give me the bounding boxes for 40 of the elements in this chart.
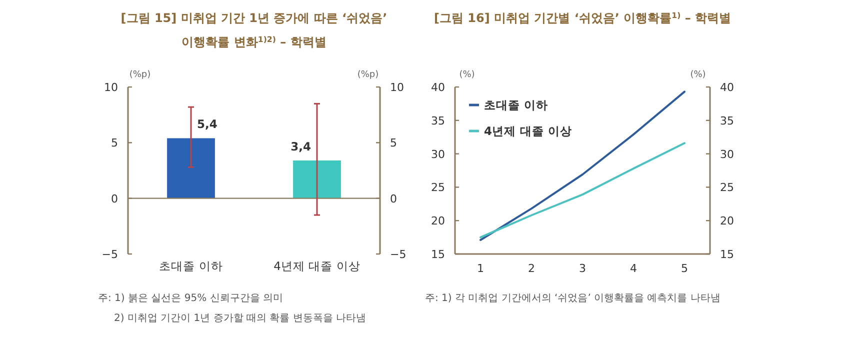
data-label: 5,4: [197, 117, 218, 132]
y2-axis-title: (%p): [357, 70, 379, 80]
title: [그림 16] 미취업 기간별 ‘쉬었음’ 이행확률$^{1)}$ – 학력별: [434, 10, 732, 25]
x-tick-label: 5: [681, 262, 688, 275]
y-tick-label: 5: [111, 136, 118, 150]
legend-label: 초대졸 이하: [484, 98, 548, 112]
x-tick-label: 2: [528, 262, 535, 275]
x-tick-label: 초대졸 이하: [159, 259, 223, 273]
text: 주: 1) 각 미취업 기간에서의 ‘쉬었음’ 이행확률을 예측치를 나타냄: [425, 293, 720, 304]
y2-axis-title: (%): [690, 70, 706, 80]
legend-label: 4년제 대졸 이상: [484, 124, 572, 138]
x-tick-label: 4년제 대졸 이상: [274, 259, 360, 273]
y-axis-title: (%p): [129, 70, 151, 80]
title: [그림 15] 미취업 기간 1년 증가에 따른 ‘쉬었음’ 이행확률 변화$^{1)2)}$ – 학력별: [120, 11, 388, 49]
text: 주: 1) 붉은 실선은 95% 신뢰구간을 의미: [98, 293, 283, 304]
y2-tick-label: 25: [720, 181, 734, 194]
y2-tick-label: 10: [390, 81, 404, 94]
y2-tick-label: 30: [720, 148, 734, 161]
y-tick-label: 0: [111, 192, 118, 206]
y2-tick-label: 15: [720, 248, 734, 261]
y2-tick-label: 20: [720, 214, 734, 228]
y2-tick-label: 0: [390, 192, 397, 206]
y2-tick-label: 5: [390, 136, 397, 150]
y-tick-label: 15: [431, 248, 445, 261]
x-tick-label: 3: [579, 262, 586, 275]
y-tick-label: 40: [431, 81, 445, 94]
text: 2) 미취업 기간이 1년 증가할 때의 확률 변동폭을 나타냄: [114, 313, 366, 324]
y-tick-label: −5: [102, 248, 118, 261]
y2-tick-label: 40: [720, 81, 734, 94]
y-tick-label: 10: [104, 81, 118, 94]
y-axis-title: (%): [459, 70, 475, 80]
y2-tick-label: 35: [720, 114, 734, 128]
y-tick-label: 20: [431, 214, 445, 228]
y-tick-label: 35: [431, 114, 445, 128]
y-tick-label: 30: [431, 148, 445, 161]
data-label: 3,4: [290, 139, 311, 154]
x-tick-label: 4: [630, 262, 637, 275]
y2-tick-label: −5: [390, 248, 406, 261]
y-tick-label: 25: [431, 181, 445, 194]
x-tick-label: 1: [477, 262, 484, 275]
